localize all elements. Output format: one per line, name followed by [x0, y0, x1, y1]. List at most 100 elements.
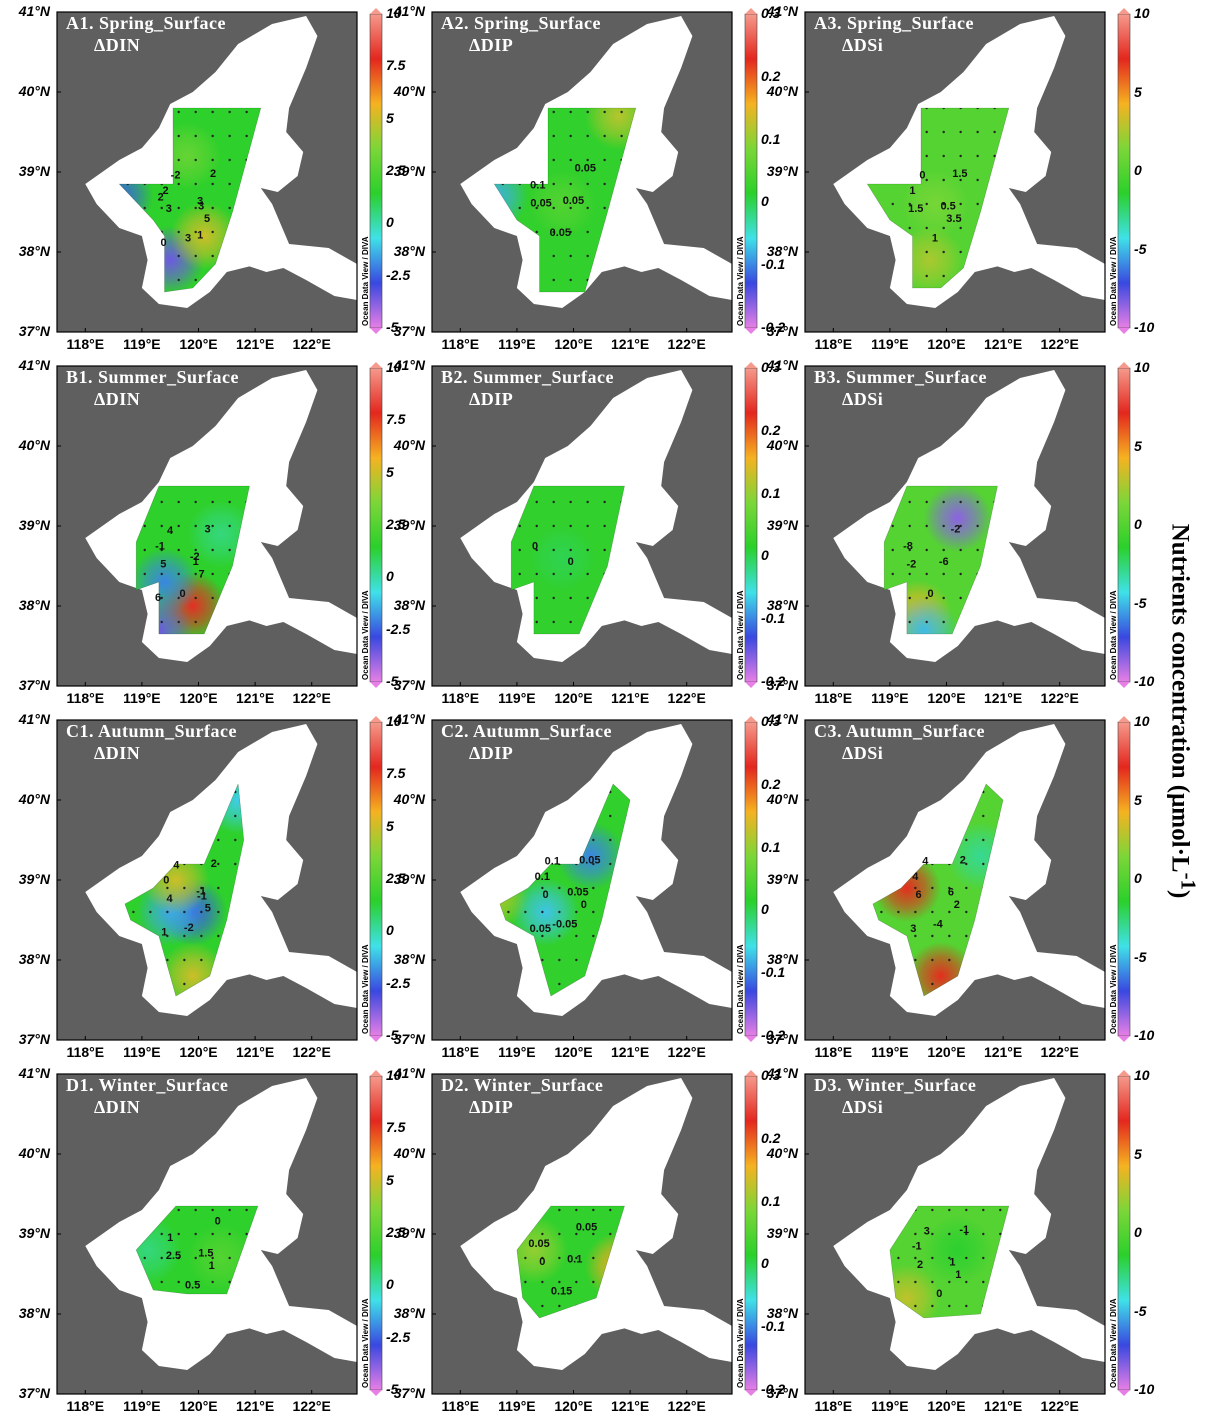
station-dot: [166, 934, 169, 938]
station-dot: [177, 230, 180, 234]
field-outline: [866, 107, 1010, 289]
panel-b1: 1 -1 0 3 5 7 4 6 -2 10 7.5 5 2.5 0 -2.5 -5 Ocean Data Vi…: [0, 354, 410, 706]
lon-label: 122°E: [1040, 1044, 1079, 1060]
station-dot: [908, 596, 911, 600]
station-dot: [160, 500, 163, 504]
station-dot: [211, 500, 214, 504]
anomaly-blob: [895, 226, 964, 288]
lat-label: 40°N: [18, 83, 50, 99]
contour-label: 2: [960, 854, 966, 866]
colorbar-max-arrow: [745, 716, 757, 722]
contour-label: 3: [910, 923, 916, 935]
colorbar-tick-label: 0.1: [761, 1192, 781, 1209]
contour-label: 6: [155, 592, 161, 604]
station-dot: [914, 1232, 917, 1236]
contour-label: 0: [568, 556, 574, 568]
interpolated-field: [889, 1206, 1009, 1318]
station-dot: [541, 886, 544, 890]
station-dot: [194, 158, 197, 162]
station-dot: [166, 910, 169, 914]
contour-label: 5: [204, 213, 210, 225]
lat-label: 41°N: [766, 357, 798, 373]
station-dot: [603, 548, 606, 552]
contour-label: 5: [205, 903, 211, 915]
contour-label: -2: [906, 558, 916, 570]
station-dot: [948, 1304, 951, 1308]
station-dot: [999, 1208, 1002, 1212]
station-dot: [609, 862, 612, 866]
lon-label: 120°E: [554, 336, 593, 352]
lon-label: 120°E: [927, 690, 966, 706]
lat-label: 41°N: [18, 3, 50, 19]
station-dot: [143, 1256, 146, 1260]
contour-label: 0.05: [550, 227, 571, 239]
odv-watermark: Ocean Data View / DIVA: [736, 1298, 745, 1388]
lon-label: 120°E: [179, 1044, 218, 1060]
station-dot: [976, 108, 979, 110]
colorbar-min-arrow: [370, 328, 382, 334]
contour-label: 1.5: [952, 168, 967, 180]
station-dot: [592, 910, 595, 914]
contour-label: 3: [197, 196, 203, 208]
map-b3: -6 -8 0 -2 -2: [804, 362, 1131, 688]
lat-label: 38°N: [18, 597, 50, 613]
map-b1: 1 -1 0 3 5 7 4 6 -2: [56, 362, 383, 688]
station-dot: [143, 206, 146, 210]
station-dot: [976, 548, 979, 552]
station-dot: [177, 1256, 180, 1260]
station-dot: [183, 982, 186, 986]
station-dot: [143, 572, 146, 576]
station-dot: [194, 1232, 197, 1236]
station-dot: [200, 934, 203, 938]
contour-label: 1: [209, 1260, 215, 1272]
colorbar-tick-label: 7.5: [386, 57, 406, 74]
contour-label: 3: [166, 203, 172, 215]
contour-label: 5: [160, 558, 166, 570]
lon-label: 121°E: [235, 336, 275, 352]
station-dot: [183, 886, 186, 890]
lon-label: 119°E: [123, 1044, 161, 1060]
contour-label: 0.05: [530, 197, 551, 209]
station-dot: [620, 134, 623, 138]
lat-label: 37°N: [18, 1031, 50, 1047]
colorbar-tick-label: -5: [386, 1027, 399, 1043]
station-dot: [228, 1280, 231, 1284]
station-dot: [993, 108, 996, 110]
station-dot: [931, 934, 934, 938]
station-dot: [552, 596, 555, 600]
station-dot: [552, 206, 555, 210]
odv-watermark: Ocean Data View / DIVA: [361, 590, 370, 680]
station-dot: [609, 1232, 612, 1236]
panel-d1: 1.5 1 0.5 0 2.5 1 10 7.5 5 2.5 0 -2.5 -5 Ocean Data V…: [0, 1062, 410, 1414]
contour-label: 3.5: [946, 213, 961, 225]
station-dot: [586, 572, 589, 576]
station-dot: [965, 910, 968, 914]
station-dot: [942, 154, 945, 158]
station-dot: [211, 230, 214, 234]
station-dot: [948, 886, 951, 890]
contour-label: 0: [927, 588, 933, 600]
colorbar-tick-label: -10: [1134, 1027, 1155, 1043]
contour-label: 0: [581, 899, 587, 911]
lat-label: 41°N: [18, 1065, 50, 1081]
lat-label: 39°N: [393, 871, 425, 887]
colorbar-tick-label: 0: [761, 901, 769, 918]
contour-label: 0.05: [579, 854, 600, 866]
anomaly-blob: [923, 1216, 992, 1284]
lon-label: 121°E: [983, 690, 1023, 706]
lon-label: 119°E: [498, 1044, 536, 1060]
station-dot: [931, 1256, 934, 1260]
lat-label: 41°N: [393, 357, 425, 373]
station-dot: [603, 134, 606, 138]
station-dot: [194, 254, 197, 258]
station-dot: [535, 548, 538, 552]
station-dot: [194, 1280, 197, 1284]
lat-label: 38°N: [766, 243, 798, 259]
colorbar-tick-label: 0: [386, 1276, 394, 1293]
lon-label: 120°E: [554, 1398, 593, 1414]
lat-label: 39°N: [766, 871, 798, 887]
lon-label: 119°E: [871, 690, 909, 706]
station-dot: [575, 934, 578, 938]
station-dot: [211, 158, 214, 162]
station-dot: [535, 524, 538, 528]
